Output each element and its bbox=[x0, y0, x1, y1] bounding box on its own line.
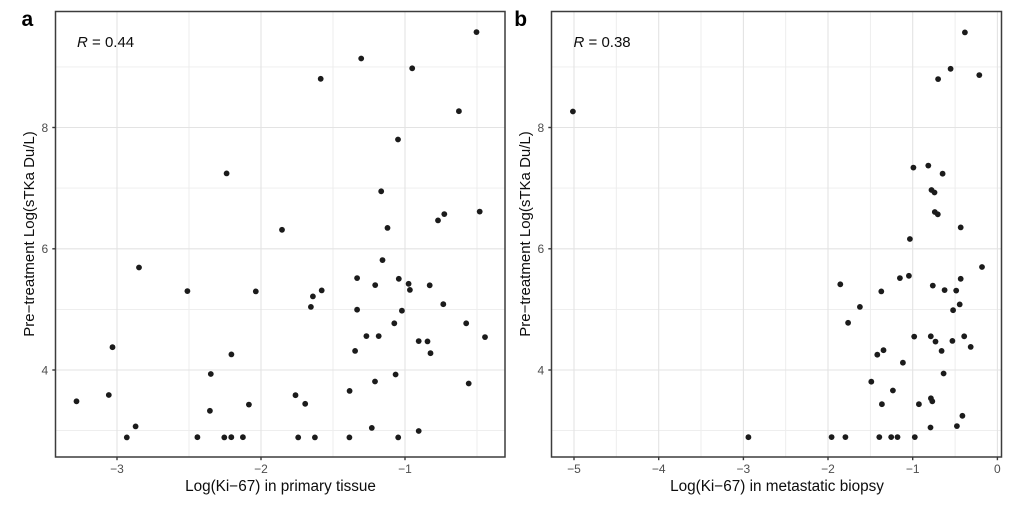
svg-text:−3: −3 bbox=[737, 462, 751, 476]
svg-text:b: b bbox=[514, 8, 527, 31]
svg-text:−1: −1 bbox=[906, 462, 920, 476]
svg-text:−4: −4 bbox=[652, 462, 666, 476]
svg-text:R = 0.38: R = 0.38 bbox=[574, 34, 631, 51]
svg-text:Log(Ki−67) in primary tissue: Log(Ki−67) in primary tissue bbox=[185, 478, 376, 495]
svg-text:8: 8 bbox=[538, 121, 545, 135]
svg-text:6: 6 bbox=[42, 242, 49, 256]
svg-text:Pre−treatment Log(sTKa Du/L): Pre−treatment Log(sTKa Du/L) bbox=[21, 131, 38, 337]
svg-text:−2: −2 bbox=[821, 462, 835, 476]
svg-text:−3: −3 bbox=[110, 462, 124, 476]
svg-text:4: 4 bbox=[42, 363, 49, 377]
svg-text:−2: −2 bbox=[254, 462, 268, 476]
svg-text:−1: −1 bbox=[398, 462, 412, 476]
svg-text:0: 0 bbox=[994, 462, 1001, 476]
svg-text:Log(Ki−67) in metastatic biops: Log(Ki−67) in metastatic biopsy bbox=[670, 478, 884, 495]
svg-text:6: 6 bbox=[538, 242, 545, 256]
svg-text:R = 0.44: R = 0.44 bbox=[77, 34, 134, 51]
svg-text:a: a bbox=[22, 8, 34, 31]
svg-text:8: 8 bbox=[42, 121, 49, 135]
svg-text:Pre−treatment Log(sTKa Du/L): Pre−treatment Log(sTKa Du/L) bbox=[517, 131, 534, 337]
svg-text:4: 4 bbox=[538, 363, 545, 377]
svg-text:−5: −5 bbox=[567, 462, 581, 476]
